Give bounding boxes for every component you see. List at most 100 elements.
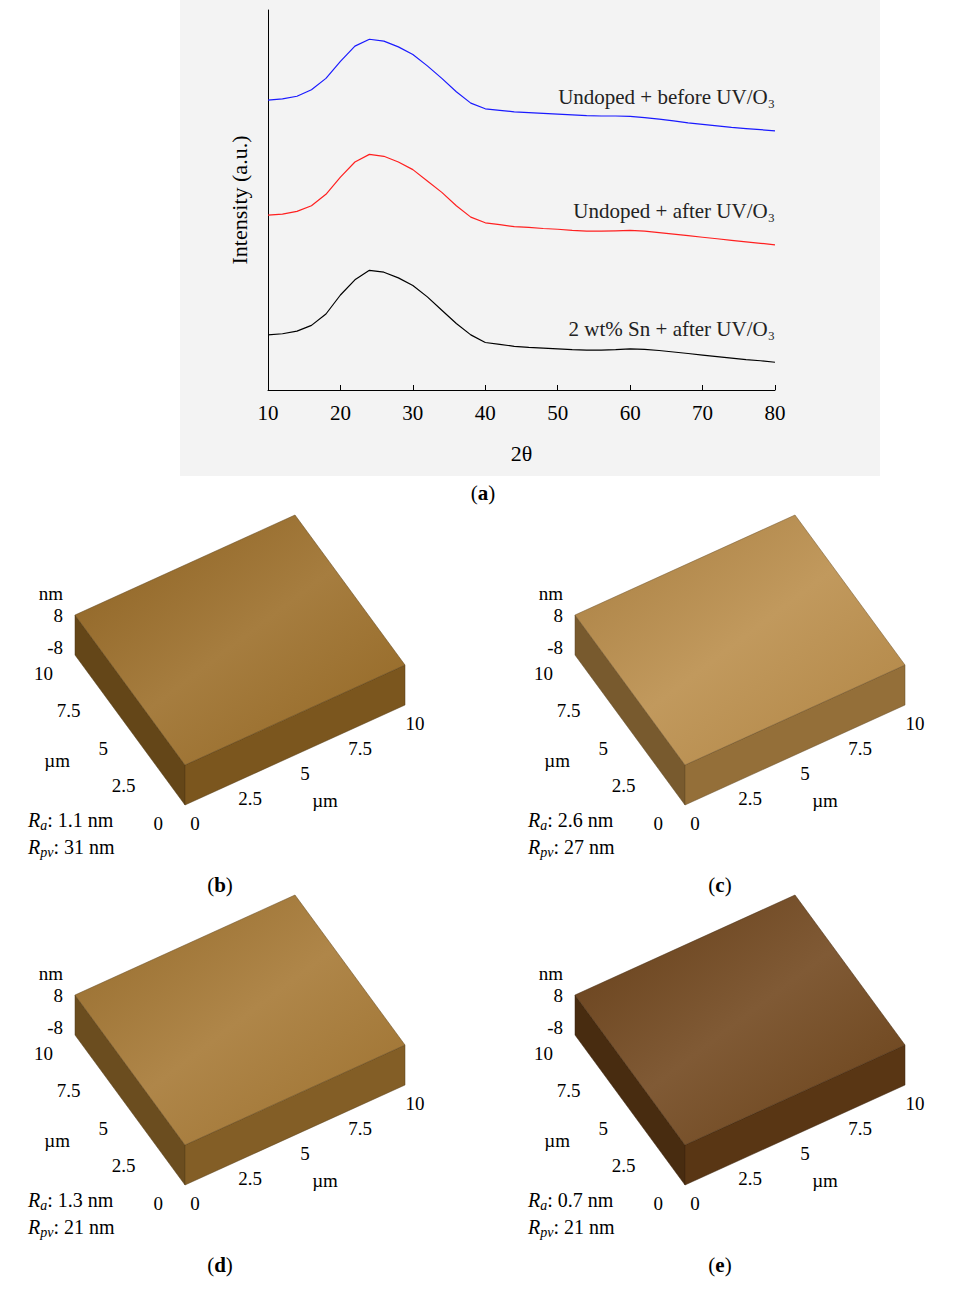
svg-text:: 31 nm: : 31 nm — [53, 836, 115, 858]
svg-text:7.5: 7.5 — [557, 700, 581, 721]
svg-text:10: 10 — [34, 663, 53, 684]
svg-text:10: 10 — [534, 663, 553, 684]
svg-text:d: d — [214, 1253, 226, 1277]
svg-text:30: 30 — [402, 401, 423, 425]
svg-text:10: 10 — [906, 1093, 925, 1114]
svg-text:R: R — [27, 1216, 40, 1238]
svg-text:2.5: 2.5 — [238, 1168, 262, 1189]
svg-text:7.5: 7.5 — [348, 1118, 372, 1139]
svg-text:nm: nm — [539, 963, 564, 984]
svg-text:5: 5 — [599, 1118, 609, 1139]
svg-text:20: 20 — [330, 401, 351, 425]
svg-text:(: ( — [471, 481, 478, 505]
svg-text:5: 5 — [800, 763, 810, 784]
svg-text:-8: -8 — [547, 637, 563, 658]
svg-text:R: R — [27, 1189, 40, 1211]
svg-text:(: ( — [207, 873, 214, 897]
svg-text:R: R — [527, 1189, 540, 1211]
svg-text:): ) — [226, 1253, 233, 1277]
svg-text:: 27 nm: : 27 nm — [553, 836, 615, 858]
svg-text:0: 0 — [154, 1193, 164, 1214]
svg-text:2.5: 2.5 — [612, 775, 636, 796]
svg-text:8: 8 — [54, 605, 64, 626]
svg-text:): ) — [725, 1253, 732, 1277]
svg-text:µm: µm — [812, 790, 838, 811]
svg-text:Undoped + before UV/O₃: Undoped + before UV/O₃ — [558, 85, 775, 109]
svg-text:0: 0 — [654, 1193, 664, 1214]
svg-text:µm: µm — [544, 750, 570, 771]
svg-text:(: ( — [207, 1253, 214, 1277]
svg-text:5: 5 — [300, 763, 310, 784]
svg-text:0: 0 — [690, 813, 700, 834]
svg-text:R: R — [27, 836, 40, 858]
svg-text:-8: -8 — [47, 637, 63, 658]
svg-text:R: R — [527, 1216, 540, 1238]
svg-text:: 1.3 nm: : 1.3 nm — [47, 1189, 114, 1211]
svg-text:nm: nm — [39, 963, 64, 984]
svg-text:8: 8 — [554, 985, 564, 1006]
svg-text:µm: µm — [44, 750, 70, 771]
svg-text:e: e — [715, 1253, 724, 1277]
svg-text:nm: nm — [39, 583, 64, 604]
svg-text:-8: -8 — [547, 1017, 563, 1038]
svg-text:0: 0 — [154, 813, 164, 834]
svg-text:(: ( — [708, 873, 715, 897]
svg-text:R: R — [527, 836, 540, 858]
svg-text:8: 8 — [554, 605, 564, 626]
svg-text:10: 10 — [406, 713, 425, 734]
svg-text:Undoped + after UV/O₃: Undoped + after UV/O₃ — [573, 199, 775, 223]
svg-text:µm: µm — [44, 1130, 70, 1151]
svg-text:80: 80 — [765, 401, 786, 425]
svg-text:): ) — [488, 481, 495, 505]
svg-text:5: 5 — [800, 1143, 810, 1164]
svg-text:7.5: 7.5 — [57, 700, 81, 721]
svg-text:µm: µm — [312, 790, 338, 811]
svg-text:5: 5 — [99, 738, 109, 759]
svg-text:: 2.6 nm: : 2.6 nm — [547, 809, 614, 831]
svg-text:7.5: 7.5 — [348, 738, 372, 759]
svg-text:5: 5 — [599, 738, 609, 759]
svg-text:70: 70 — [692, 401, 713, 425]
svg-text:5: 5 — [99, 1118, 109, 1139]
svg-text:10: 10 — [34, 1043, 53, 1064]
svg-text:pv: pv — [539, 1225, 554, 1240]
svg-text:µm: µm — [812, 1170, 838, 1191]
svg-text:2.5: 2.5 — [738, 788, 762, 809]
svg-text:: 1.1 nm: : 1.1 nm — [47, 809, 114, 831]
svg-text:5: 5 — [300, 1143, 310, 1164]
svg-text:R: R — [527, 809, 540, 831]
svg-text:): ) — [226, 873, 233, 897]
svg-text:pv: pv — [39, 845, 54, 860]
svg-text:-8: -8 — [47, 1017, 63, 1038]
svg-text:a: a — [40, 1198, 47, 1213]
svg-text:pv: pv — [539, 845, 554, 860]
svg-text:µm: µm — [312, 1170, 338, 1191]
svg-text:pv: pv — [39, 1225, 54, 1240]
svg-text:8: 8 — [54, 985, 64, 1006]
svg-text:2θ: 2θ — [511, 441, 533, 466]
svg-text:60: 60 — [620, 401, 641, 425]
svg-text:10: 10 — [406, 1093, 425, 1114]
svg-text:: 21 nm: : 21 nm — [53, 1216, 115, 1238]
svg-text:50: 50 — [547, 401, 568, 425]
svg-text:µm: µm — [544, 1130, 570, 1151]
svg-text:2.5: 2.5 — [612, 1155, 636, 1176]
svg-text:b: b — [214, 873, 226, 897]
svg-text:10: 10 — [258, 401, 279, 425]
svg-text:(: ( — [708, 1253, 715, 1277]
svg-text:a: a — [40, 818, 47, 833]
svg-text:7.5: 7.5 — [57, 1080, 81, 1101]
svg-text:: 21 nm: : 21 nm — [553, 1216, 615, 1238]
svg-text:7.5: 7.5 — [557, 1080, 581, 1101]
svg-text:10: 10 — [906, 713, 925, 734]
svg-text:Intensity (a.u.): Intensity (a.u.) — [227, 136, 252, 265]
svg-text:0: 0 — [190, 813, 200, 834]
svg-text:0: 0 — [654, 813, 664, 834]
svg-text:0: 0 — [690, 1193, 700, 1214]
svg-text:a: a — [540, 818, 547, 833]
svg-text:7.5: 7.5 — [848, 1118, 872, 1139]
svg-text:0: 0 — [190, 1193, 200, 1214]
svg-text:R: R — [27, 809, 40, 831]
svg-text:a: a — [478, 481, 489, 505]
svg-text:2 wt% Sn + after UV/O₃: 2 wt% Sn + after UV/O₃ — [569, 317, 775, 341]
